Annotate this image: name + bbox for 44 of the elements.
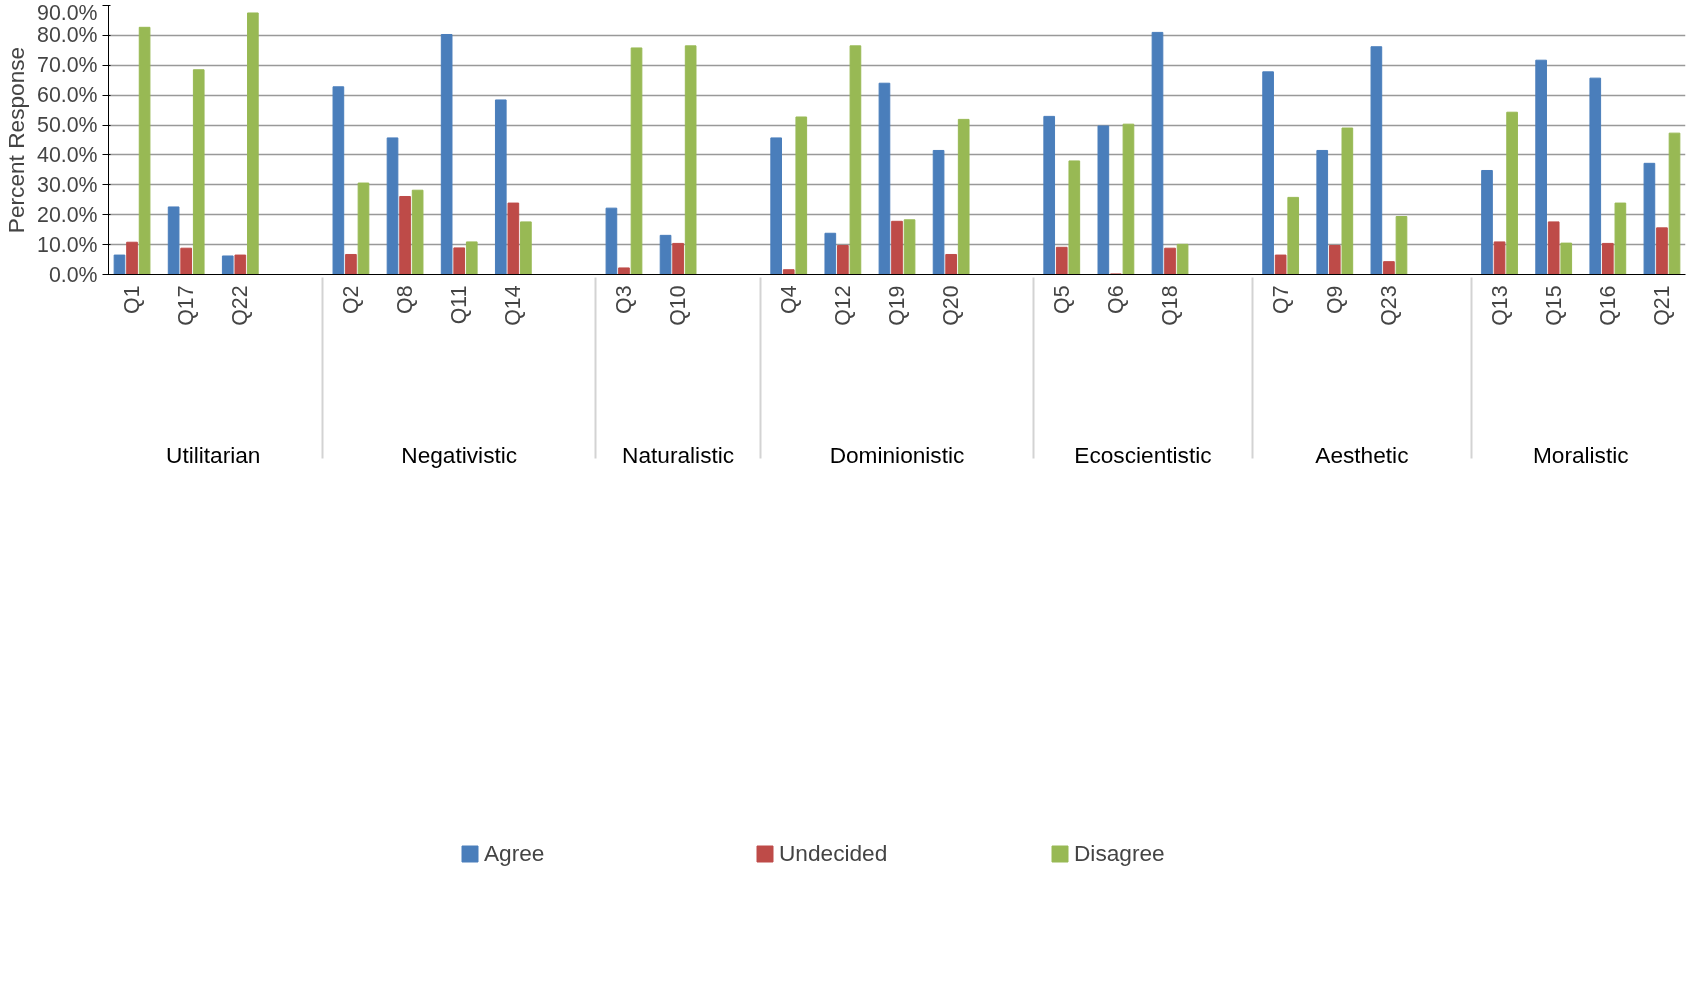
text: Negativistic [401,441,518,468]
legend-label: Undecided [779,839,889,867]
x-tick-label: Q7 [1268,285,1293,314]
legend-label: Disagree [1074,839,1166,867]
x-tick-label: Q4 [776,285,801,314]
x-tick-label: Q8 [393,285,418,314]
x-tick-label: Q5 [1049,285,1074,314]
y-tick-label: 50.0% [37,113,98,138]
x-tick-label: Q2 [338,285,363,314]
y-axis-title: Percent Response [3,46,30,234]
x-tick-label: Q23 [1376,285,1401,326]
x-tick-label: Q21 [1649,285,1674,326]
y-tick-label: 80.0% [37,23,98,48]
y-tick-label: 70.0% [37,53,98,78]
y-tick-label: 40.0% [37,142,98,167]
legend-label: Agree [484,839,546,867]
x-tick-label: Q20 [939,285,964,326]
x-tick-label: Q14 [501,285,526,326]
x-tick-label: Q16 [1595,285,1620,326]
text: Naturalistic [622,441,735,468]
text: Moralistic [1532,441,1629,468]
x-tick-label: Q13 [1487,285,1512,326]
y-tick-label: 90.0% [37,0,98,25]
x-tick-label: Q19 [885,285,909,326]
x-tick-label: Q6 [1103,285,1128,314]
text: Dominionistic [829,441,965,468]
y-tick-label: 10.0% [37,232,98,257]
x-tick-label: Q10 [666,285,691,326]
x-tick-label: Q12 [830,285,855,326]
y-tick-label: 0.0% [48,262,98,287]
x-tick-label: Q9 [1322,285,1347,314]
text: Utilitarian [166,441,261,468]
x-tick-label: Q1 [120,285,145,314]
x-tick-label: Q3 [611,285,636,314]
y-tick-label: 60.0% [37,83,98,108]
x-tick-label: Q11 [447,285,472,325]
x-tick-label: Q22 [228,285,253,326]
x-tick-label: Q18 [1158,285,1183,326]
x-tick-label: Q15 [1541,285,1566,326]
y-tick-label: 30.0% [37,172,98,197]
y-tick-label: 20.0% [37,202,98,227]
text: Aesthetic [1315,441,1409,468]
x-tick-label: Q17 [174,285,199,326]
text: Ecoscientistic [1074,441,1212,468]
